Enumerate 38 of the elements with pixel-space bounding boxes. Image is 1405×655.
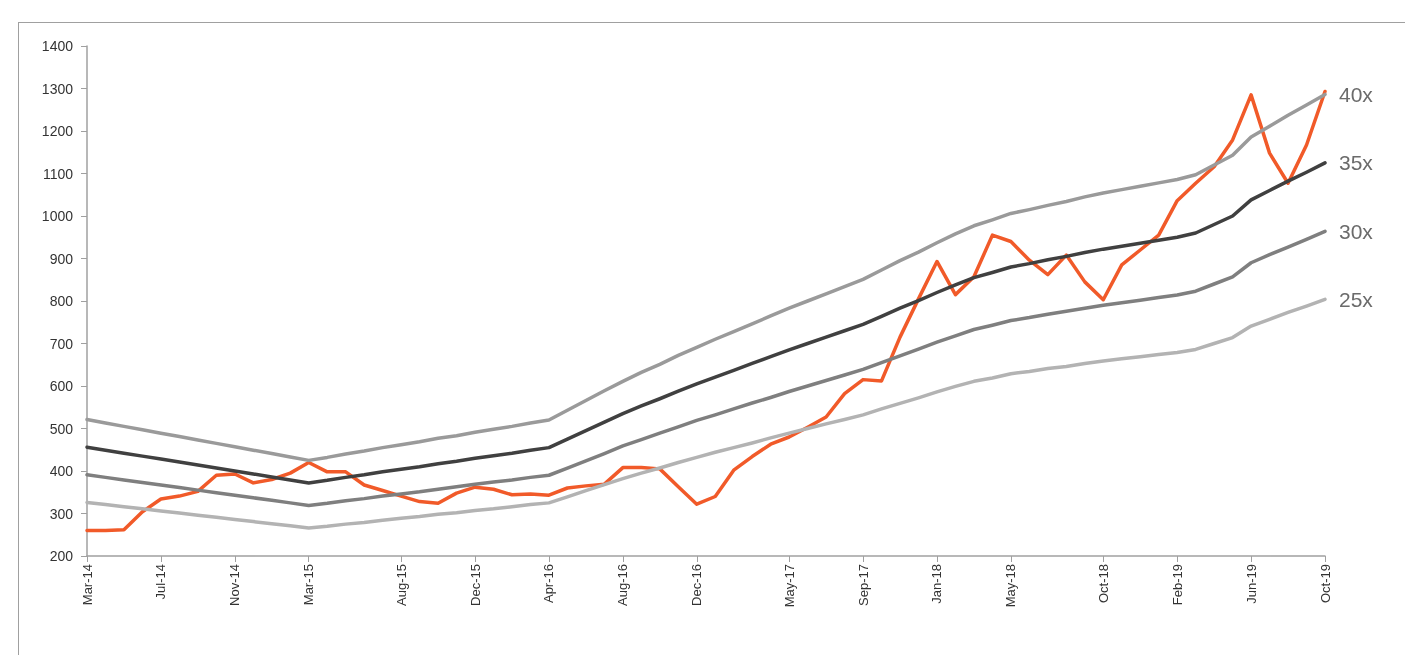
y-tick-label: 700 [49, 335, 74, 352]
y-tick-label: 900 [49, 250, 74, 267]
y-tick-label: 600 [49, 378, 74, 394]
y-tick-label: 800 [49, 293, 74, 309]
x-tick-label: Dec-15 [467, 564, 483, 606]
x-tick-label: Aug-15 [393, 564, 409, 606]
series-label: 25x [1339, 287, 1374, 311]
x-tick-label: Oct-19 [1317, 564, 1333, 604]
series-label: 35x [1339, 151, 1374, 175]
line-series [85, 89, 1327, 533]
line-series [85, 161, 1327, 485]
y-tick-label: 1100 [42, 165, 74, 182]
x-tick-label: Oct-18 [1095, 564, 1111, 604]
series-label: 40x [1339, 82, 1374, 106]
y-tick-label: 1000 [41, 208, 74, 224]
series-label: 30x [1339, 219, 1374, 243]
x-tick-label: May-18 [1003, 564, 1019, 608]
y-tick-label: 1400 [41, 38, 74, 54]
x-tick-label: Dec-16 [689, 564, 705, 606]
x-tick-label: Feb-19 [1169, 564, 1185, 606]
y-tick-label: 1300 [41, 80, 74, 97]
y-tick-label: 1200 [41, 123, 74, 139]
x-tick-label: Nov-14 [227, 564, 243, 606]
y-tick-label: 300 [49, 505, 74, 522]
x-tick-label: Apr-16 [541, 564, 557, 604]
y-tick-label: 400 [49, 463, 74, 479]
x-tick-label: Jan-18 [929, 564, 945, 604]
x-tick-label: Mar-15 [301, 564, 317, 606]
x-tick-label: Jul-14 [153, 564, 169, 600]
y-tick-label: 200 [49, 548, 74, 564]
x-tick-label: Mar-14 [79, 564, 95, 606]
x-tick-label: May-17 [781, 564, 797, 608]
y-tick-label: 500 [49, 420, 74, 437]
x-tick-label: Aug-16 [615, 564, 631, 606]
x-tick-label: Jun-19 [1243, 564, 1259, 604]
line-series [85, 297, 1327, 530]
x-tick-label: Sep-17 [855, 564, 871, 606]
line-series [85, 229, 1327, 508]
